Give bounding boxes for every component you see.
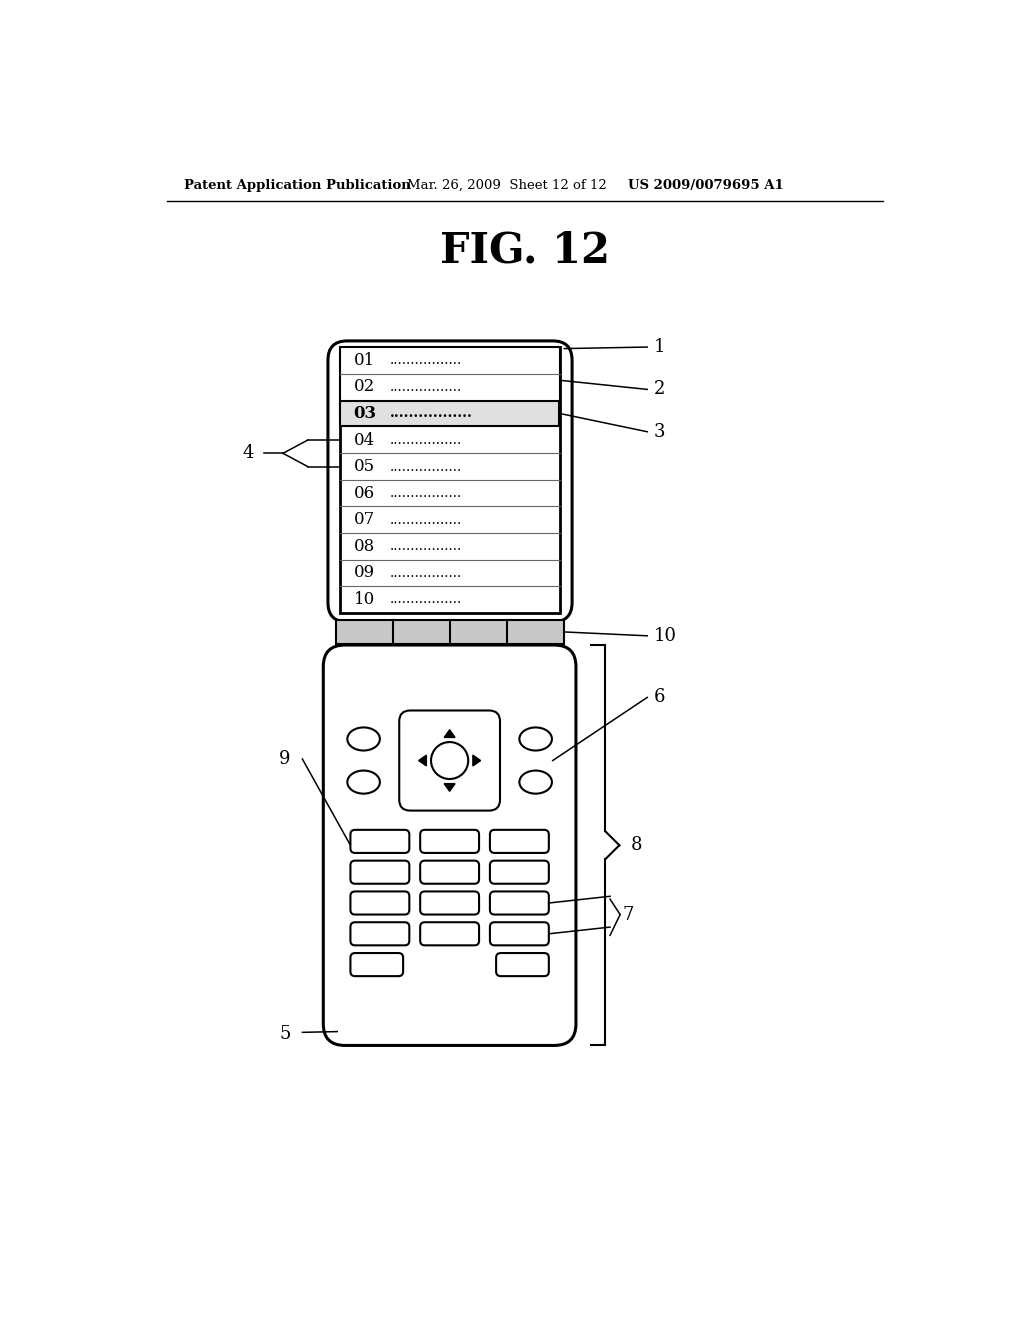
Text: 10: 10 <box>353 591 375 609</box>
FancyBboxPatch shape <box>350 891 410 915</box>
Text: .................: ................. <box>390 433 462 447</box>
Text: .................: ................. <box>390 354 462 367</box>
FancyBboxPatch shape <box>420 830 479 853</box>
Circle shape <box>431 742 468 779</box>
Text: 02: 02 <box>353 379 375 396</box>
Text: .................: ................. <box>390 593 462 606</box>
Polygon shape <box>444 784 455 792</box>
Ellipse shape <box>347 771 380 793</box>
Bar <box>340 347 560 413</box>
Text: .................: ................. <box>390 540 462 553</box>
Text: 01: 01 <box>353 352 375 368</box>
Text: 09: 09 <box>353 565 375 581</box>
FancyBboxPatch shape <box>328 341 572 622</box>
Text: FIG. 12: FIG. 12 <box>439 230 610 272</box>
Text: .................: ................. <box>390 380 462 393</box>
Text: 7: 7 <box>623 906 634 924</box>
Text: .................: ................. <box>390 486 462 500</box>
FancyBboxPatch shape <box>489 891 549 915</box>
Text: 4: 4 <box>242 445 254 462</box>
Text: .................: ................. <box>390 566 462 579</box>
Ellipse shape <box>347 727 380 751</box>
FancyBboxPatch shape <box>420 891 479 915</box>
Ellipse shape <box>519 771 552 793</box>
Text: .................: ................. <box>390 407 473 421</box>
Text: 6: 6 <box>653 689 665 706</box>
FancyBboxPatch shape <box>350 861 410 884</box>
FancyBboxPatch shape <box>496 953 549 977</box>
Text: 05: 05 <box>353 458 375 475</box>
Text: 04: 04 <box>353 432 375 449</box>
Text: US 2009/0079695 A1: US 2009/0079695 A1 <box>628 178 783 191</box>
Bar <box>336 620 564 644</box>
Text: 03: 03 <box>353 405 377 422</box>
Text: 07: 07 <box>353 511 375 528</box>
Text: .................: ................. <box>390 459 462 474</box>
Text: 10: 10 <box>653 627 677 644</box>
FancyBboxPatch shape <box>489 923 549 945</box>
Ellipse shape <box>519 727 552 751</box>
FancyBboxPatch shape <box>350 923 410 945</box>
Polygon shape <box>419 755 426 766</box>
Polygon shape <box>473 755 480 766</box>
Text: 3: 3 <box>653 422 665 441</box>
FancyBboxPatch shape <box>420 923 479 945</box>
Bar <box>340 401 559 426</box>
FancyBboxPatch shape <box>350 953 403 977</box>
Text: 2: 2 <box>653 380 665 399</box>
FancyBboxPatch shape <box>420 861 479 884</box>
FancyBboxPatch shape <box>324 645 575 1045</box>
Text: 9: 9 <box>280 750 291 768</box>
Text: 06: 06 <box>353 484 375 502</box>
Text: Mar. 26, 2009  Sheet 12 of 12: Mar. 26, 2009 Sheet 12 of 12 <box>407 178 607 191</box>
Text: 1: 1 <box>653 338 665 356</box>
FancyBboxPatch shape <box>489 861 549 884</box>
Text: 5: 5 <box>280 1024 291 1043</box>
Polygon shape <box>444 730 455 738</box>
Text: 8: 8 <box>631 837 642 854</box>
Text: 08: 08 <box>353 537 375 554</box>
Text: Patent Application Publication: Patent Application Publication <box>183 178 411 191</box>
Bar <box>340 347 560 612</box>
FancyBboxPatch shape <box>489 830 549 853</box>
FancyBboxPatch shape <box>350 830 410 853</box>
Text: .................: ................. <box>390 512 462 527</box>
FancyBboxPatch shape <box>399 710 500 810</box>
